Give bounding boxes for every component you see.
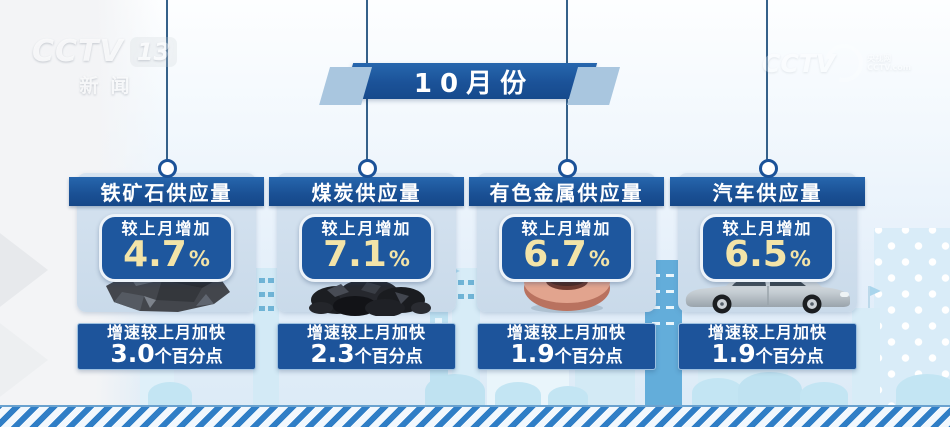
connector-line [166, 0, 168, 166]
acceleration-value: 1.9 [711, 339, 756, 368]
acceleration-box: 增速较上月加快 3.0 个百分点 [77, 323, 256, 370]
acceleration-value: 1.9 [510, 339, 555, 368]
acceleration-unit: 个百分点 [554, 347, 623, 367]
acceleration-value: 2.3 [310, 339, 355, 368]
increase-label: 较上月增加 [521, 219, 612, 238]
card-title: 煤炭供应量 [269, 177, 464, 206]
connector-dot [357, 159, 377, 178]
bush [896, 374, 950, 408]
month-banner-label: 10月份 [413, 68, 535, 99]
bush [425, 374, 485, 408]
acceleration-unit: 个百分点 [154, 347, 223, 367]
acceleration-unit: 个百分点 [755, 347, 824, 367]
flag-pole [868, 286, 881, 308]
coal-image [277, 270, 456, 316]
increase-value: 6.5 [724, 234, 788, 275]
acceleration-label: 增速较上月加快 [106, 323, 226, 342]
percent-sign: % [588, 247, 610, 271]
chevron-shape [0, 300, 48, 420]
percent-sign: % [388, 247, 410, 271]
acceleration-label: 增速较上月加快 [306, 323, 426, 342]
bush [148, 382, 192, 408]
bush [800, 382, 848, 408]
bush [692, 378, 744, 408]
connector-dot [557, 159, 577, 178]
acceleration-box: 增速较上月加快 1.9 个百分点 [477, 323, 656, 370]
bottom-ribbon [0, 405, 950, 427]
increase-value: 6.7 [523, 234, 587, 275]
cctv-watermark-ring-icon [818, 37, 871, 89]
watermark-domain: CCTV.com [867, 63, 912, 72]
acceleration-label: 增速较上月加快 [707, 323, 827, 342]
percent-sign: % [789, 247, 811, 271]
increase-box: 较上月增加 6.5 % [700, 214, 835, 282]
supply-card-automobiles: 汽车供应量 [670, 158, 865, 373]
month-banner: 10月份 [319, 63, 621, 105]
increase-box: 较上月增加 7.1 % [299, 214, 434, 282]
connector-dot [758, 159, 778, 178]
bush [548, 386, 588, 408]
bush [495, 382, 541, 408]
cctv-logo-text: CCTV [32, 34, 124, 69]
cctv-com-watermark: CCTV 央视网 CCTV.com [762, 37, 912, 89]
supply-card-nonferrous-metals: 有色金属供应量 较上月增加 6.7 % 增速较上月加快 1.9 个百分点 [469, 158, 664, 373]
connector-dot [157, 159, 177, 178]
watermark-caption: 央视网 [867, 54, 892, 63]
increase-box: 较上月增加 4.7 % [99, 214, 234, 282]
acceleration-box: 增速较上月加快 1.9 个百分点 [678, 323, 857, 370]
connector-line [766, 0, 768, 166]
increase-label: 较上月增加 [722, 219, 813, 238]
increase-label: 较上月增加 [321, 219, 412, 238]
supply-card-iron-ore: 铁矿石供应量 较上月增加 4.7 % 增速较上月加快 3.0 个百 [69, 158, 264, 373]
channel-name-label: 新闻 [79, 75, 142, 97]
card-title: 有色金属供应量 [469, 177, 664, 206]
cctv13-channel-logo: CCTV 13 新闻 [32, 34, 178, 98]
increase-value: 7.1 [323, 234, 387, 275]
percent-sign: % [188, 247, 210, 271]
acceleration-value: 3.0 [110, 339, 155, 368]
increase-value: 4.7 [123, 234, 187, 275]
card-title: 铁矿石供应量 [69, 177, 264, 206]
bush [738, 372, 802, 408]
acceleration-unit: 个百分点 [354, 347, 423, 367]
supply-card-coal: 煤炭供应量 较上月增加 7.1 % 增速较上月加快 [269, 158, 464, 373]
cctv-watermark-text: CCTV [762, 48, 836, 78]
card-title: 汽车供应量 [670, 177, 865, 206]
increase-box: 较上月增加 6.7 % [499, 214, 634, 282]
acceleration-box: 增速较上月加快 2.3 个百分点 [277, 323, 456, 370]
increase-label: 较上月增加 [121, 219, 212, 238]
acceleration-label: 增速较上月加快 [506, 323, 626, 342]
city-building [253, 268, 279, 408]
channel-number-badge: 13 [129, 36, 178, 67]
